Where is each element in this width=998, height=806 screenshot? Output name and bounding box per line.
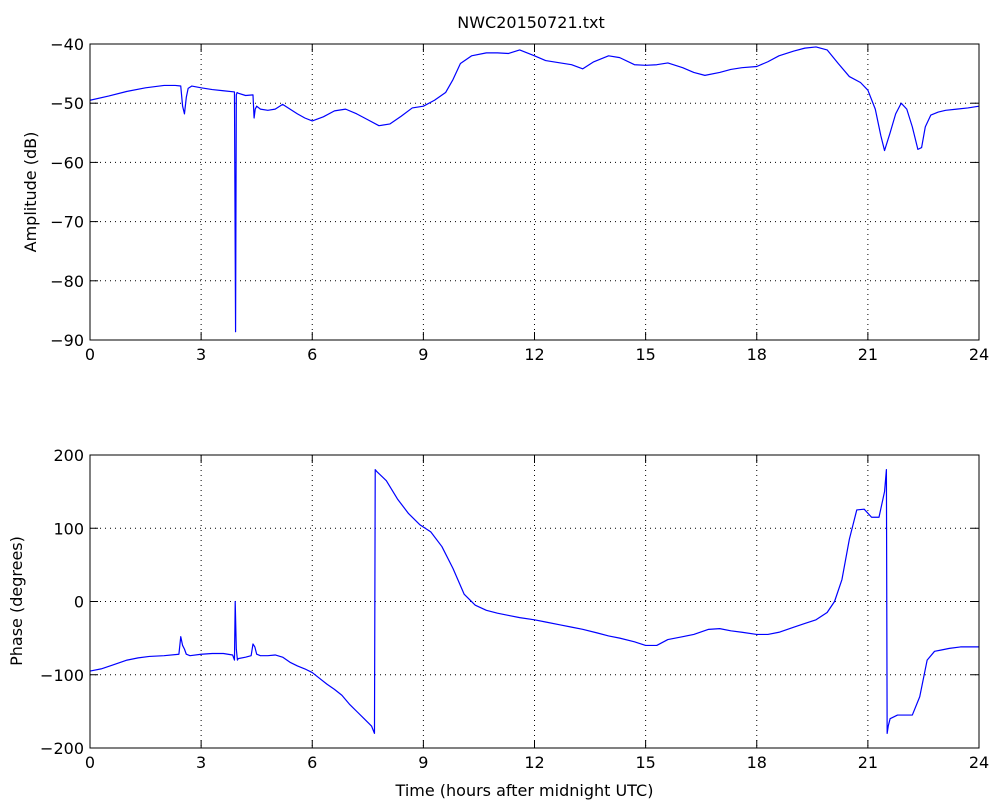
amplitude-y-tick-label: −60 xyxy=(50,153,84,172)
amplitude-series-line xyxy=(89,46,980,333)
amplitude-y-tick-label: −50 xyxy=(50,94,84,113)
amplitude-y-tick-label: −40 xyxy=(50,35,84,54)
phase-x-tick-label: 15 xyxy=(635,753,655,772)
amplitude-x-tick-label: 12 xyxy=(524,345,544,364)
amplitude-x-tick-label: 24 xyxy=(969,345,989,364)
phase-y-tick-label: −100 xyxy=(40,666,84,685)
phase-x-tick-label: 24 xyxy=(969,753,989,772)
phase-y-axis-title: Phase (degrees) xyxy=(7,536,26,666)
phase-series-line xyxy=(89,469,979,734)
phase-x-tick-label: 21 xyxy=(858,753,878,772)
amplitude-y-axis-title: Amplitude (dB) xyxy=(21,132,40,253)
amplitude-x-tick-label: 0 xyxy=(85,345,95,364)
phase-y-tick-label: 100 xyxy=(53,519,84,538)
amplitude-x-tick-label: 6 xyxy=(307,345,317,364)
amplitude-y-tick-label: −70 xyxy=(50,213,84,232)
phase-y-tick-label: 200 xyxy=(53,446,84,465)
amplitude-y-tick-label: −80 xyxy=(50,272,84,291)
figure-title: NWC20150721.txt xyxy=(457,13,605,32)
amplitude-x-tick-label: 18 xyxy=(747,345,767,364)
amplitude-x-tick-label: 9 xyxy=(418,345,428,364)
phase-x-axis-title: Time (hours after midnight UTC) xyxy=(395,781,654,800)
amplitude-y-tick-label: −90 xyxy=(50,331,84,350)
phase-x-tick-label: 12 xyxy=(524,753,544,772)
phase-x-tick-label: 9 xyxy=(418,753,428,772)
phase-x-tick-label: 3 xyxy=(196,753,206,772)
phase-y-tick-label: 0 xyxy=(74,593,84,612)
amplitude-plot: 0 3 6 9 12 15 18 21 24 −90 −80 −70 −60 −50 −40 Amplitud… xyxy=(21,35,989,364)
phase-x-tick-label: 0 xyxy=(85,753,95,772)
phase-x-tick-label: 18 xyxy=(747,753,767,772)
phase-y-tick-label: −200 xyxy=(40,739,84,758)
amplitude-x-tick-label: 3 xyxy=(196,345,206,364)
amplitude-x-tick-label: 21 xyxy=(858,345,878,364)
phase-plot: 0 3 6 9 12 15 18 21 24 −200 −100 0 100 200 Phase (degr… xyxy=(7,446,989,800)
amplitude-x-tick-label: 15 xyxy=(635,345,655,364)
phase-x-tick-label: 6 xyxy=(307,753,317,772)
